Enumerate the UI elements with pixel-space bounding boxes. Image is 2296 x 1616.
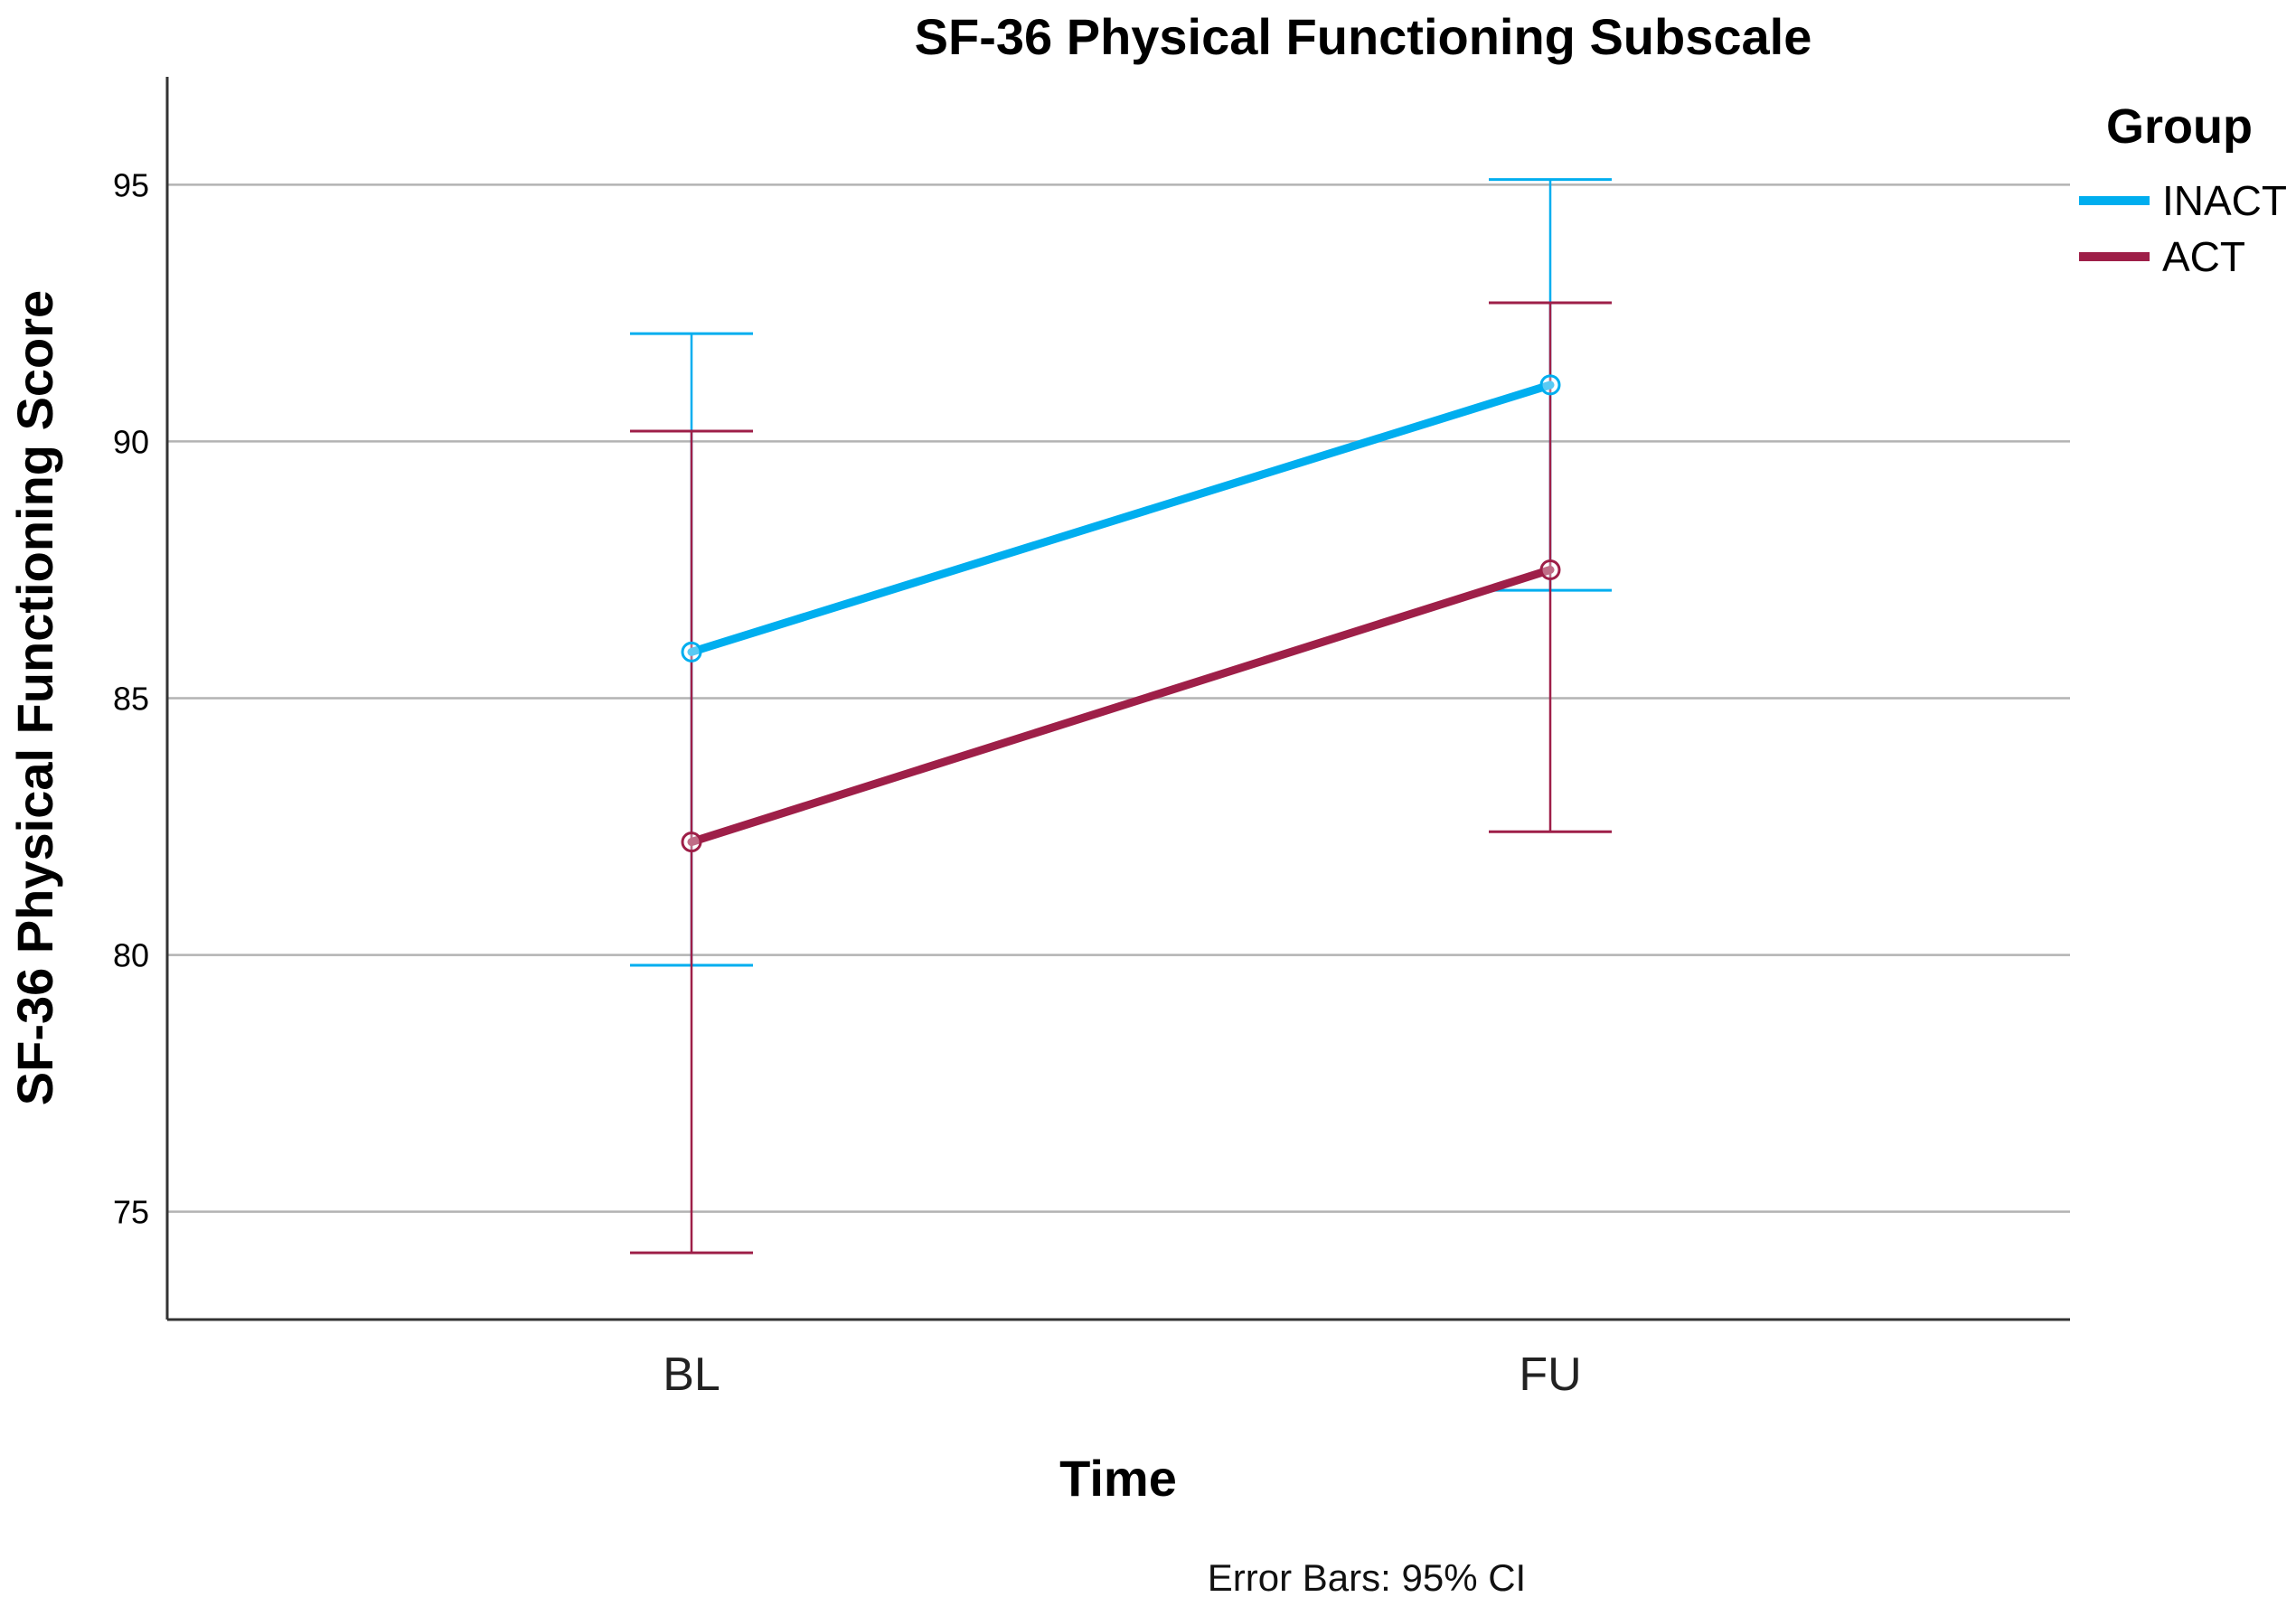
- chart-title: SF-36 Physical Functioning Subscale: [915, 8, 1812, 65]
- marker-inact-bl: [681, 641, 702, 662]
- error-bars-footnote: Error Bars: 95% CI: [1208, 1556, 1526, 1599]
- marker-inact-fu: [1539, 374, 1561, 396]
- y-axis-title: SF-36 Physical Functioning Score: [6, 290, 63, 1105]
- x-tick-label-fu: FU: [1519, 1348, 1581, 1401]
- legend-label-inact: INACT: [2162, 177, 2287, 224]
- y-tick-label-85: 85: [113, 681, 149, 718]
- series-line-inact: [687, 381, 1555, 656]
- x-axis-title: Time: [1059, 1450, 1177, 1507]
- legend: INACT ACT: [2079, 177, 2287, 280]
- series-line-act: [687, 565, 1555, 847]
- legend-title: Group: [2106, 99, 2253, 154]
- series-lines: [687, 381, 1555, 847]
- y-tick-labels: 75 80 85 90 95: [113, 166, 149, 1230]
- y-tick-label-90: 90: [113, 423, 149, 460]
- y-tick-label-80: 80: [113, 937, 149, 974]
- axes: [165, 77, 2070, 1321]
- x-tick-labels: BL FU: [663, 1348, 1581, 1401]
- x-tick-label-bl: BL: [663, 1348, 720, 1401]
- marker-act-fu: [1539, 559, 1561, 580]
- marker-act-bl: [681, 831, 702, 853]
- legend-label-act: ACT: [2162, 233, 2245, 280]
- y-tick-label-75: 75: [113, 1194, 149, 1231]
- series-markers: [681, 374, 1561, 853]
- y-tick-label-95: 95: [113, 166, 149, 203]
- gridlines: [167, 183, 2070, 1213]
